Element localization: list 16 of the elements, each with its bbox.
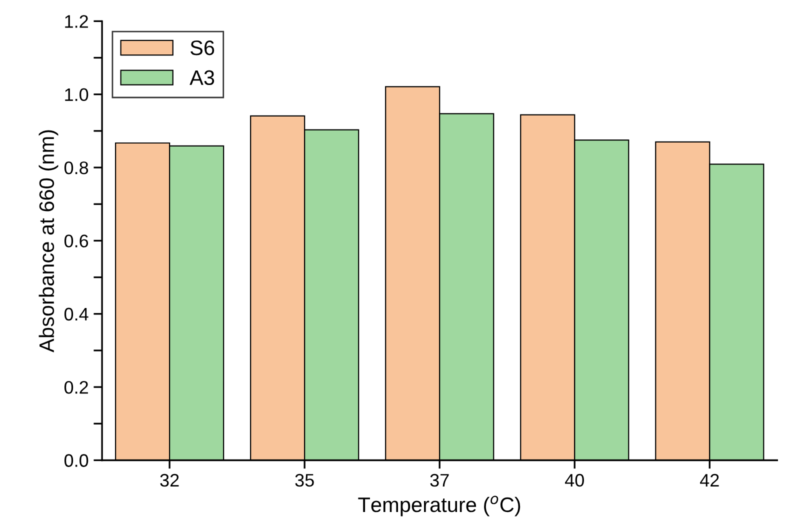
x-tick-label: 37 (430, 474, 449, 487)
y-tick-label: 0.6 (64, 234, 88, 248)
y-tick-label: 1.2 (65, 15, 88, 28)
legend-label: S6 (190, 40, 214, 56)
x-tick-label: 42 (700, 474, 719, 487)
legend-label: A3 (190, 70, 214, 86)
y-axis-title: Absorbance at 660 (nm) (38, 130, 58, 352)
y-tick-label: 0.2 (64, 380, 88, 394)
x-tick-label: 35 (295, 474, 314, 487)
x-axis-title: Temperature ($^{o}$C) (358, 496, 520, 516)
y-tick-label: 1.0 (65, 88, 88, 102)
y-tick-label: 0.4 (64, 308, 88, 321)
y-tick-label: 0.8 (64, 161, 88, 174)
x-tick-label: 40 (564, 474, 584, 487)
y-tick-label: 0.0 (64, 454, 88, 467)
x-tick-label: 32 (160, 474, 179, 487)
